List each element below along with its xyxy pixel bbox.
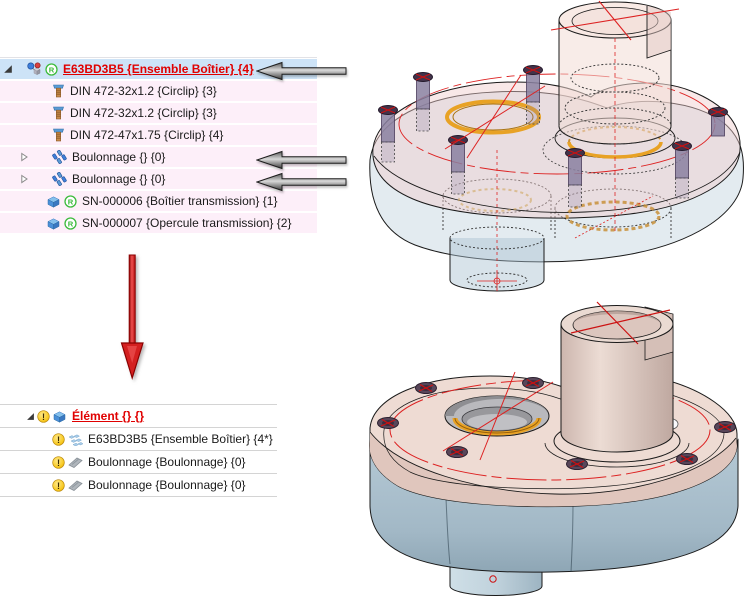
- centerpoint-mark: [489, 575, 497, 583]
- warning-icon: [52, 433, 65, 446]
- mechanism-icon: [26, 62, 43, 76]
- callout-arrow-boulonnage-1: [256, 150, 348, 170]
- warning-icon: [52, 479, 65, 492]
- tree-row-e63bd3b5[interactable]: E63BD3B5 {Ensemble Boîtier} {4*}: [0, 427, 277, 450]
- tree-row-circlip-2[interactable]: DIN 472-32x1.2 {Circlip} {3}: [0, 103, 317, 123]
- part-box-icon: [46, 217, 61, 230]
- part-box-icon: [46, 195, 61, 208]
- pattern-icon: [68, 433, 83, 446]
- bolting-gray-icon: [68, 479, 83, 492]
- main-cylinder: [544, 301, 690, 468]
- tree-row-label[interactable]: Boulonnage {Boulonnage} {0}: [88, 455, 246, 469]
- wireframe-model-view[interactable]: [345, 0, 745, 300]
- released-icon: [64, 217, 77, 230]
- centerlines: [444, 0, 680, 292]
- tree-row-label[interactable]: SN-000007 {Opercule transmission} {2}: [82, 216, 292, 230]
- tree-row-boulonnage-result-2[interactable]: Boulonnage {Boulonnage} {0}: [0, 473, 277, 497]
- tree-row-label[interactable]: DIN 472-47x1.75 {Circlip} {4}: [70, 128, 224, 142]
- tree-row-label[interactable]: Boulonnage {Boulonnage} {0}: [88, 478, 246, 492]
- warning-icon: [52, 456, 65, 469]
- tree-row-label[interactable]: DIN 472-32x1.2 {Circlip} {3}: [70, 84, 217, 98]
- tree-row-circlip-1[interactable]: DIN 472-32x1.2 {Circlip} {3}: [0, 81, 317, 101]
- result-tree: Élément {} {} E63BD3B5 {Ensemble Boîtier…: [0, 404, 277, 497]
- released-icon: [45, 63, 58, 76]
- expand-caret-icon[interactable]: [3, 64, 13, 74]
- tree-row-sn000007[interactable]: SN-000007 {Opercule transmission} {2}: [0, 213, 317, 233]
- warning-icon: [37, 410, 50, 423]
- tree-row-label[interactable]: Élément {} {}: [72, 409, 145, 423]
- tree-row-label[interactable]: E63BD3B5 {Ensemble Boîtier} {4*}: [88, 432, 273, 446]
- tree-row-element[interactable]: Élément {} {}: [0, 404, 277, 427]
- cover-bore-with-circlip: [442, 371, 554, 461]
- red-down-arrow: [120, 254, 144, 381]
- screw-heads: [377, 377, 736, 470]
- tree-row-ensemble-boitier[interactable]: E63BD3B5 {Ensemble Boîtier} {4}: [0, 59, 317, 79]
- tree-row-label[interactable]: Boulonnage {} {0}: [72, 172, 166, 186]
- circlip-screw-icon: [52, 128, 65, 142]
- bore-centerlines: [442, 371, 554, 461]
- collapse-caret-icon[interactable]: [19, 174, 29, 184]
- part-box-icon: [52, 410, 67, 423]
- tree-row-label[interactable]: SN-000006 {Boîtier transmission} {1}: [82, 194, 278, 208]
- circlip-screw-icon: [52, 106, 65, 120]
- solid-model-view[interactable]: [340, 300, 745, 602]
- tree-row-label[interactable]: DIN 472-32x1.2 {Circlip} {3}: [70, 106, 217, 120]
- bolt-studs: [378, 65, 728, 208]
- bolting-gray-icon: [68, 456, 83, 469]
- tree-row-boulonnage-result-1[interactable]: Boulonnage {Boulonnage} {0}: [0, 450, 277, 473]
- circlip-screw-icon: [52, 84, 65, 98]
- assembly-tree: E63BD3B5 {Ensemble Boîtier} {4} DIN 472-…: [0, 59, 317, 235]
- tree-row-label[interactable]: E63BD3B5 {Ensemble Boîtier} {4}: [63, 62, 254, 76]
- expand-caret-icon[interactable]: [26, 412, 35, 421]
- bolting-icon: [52, 172, 67, 186]
- tree-row-label[interactable]: Boulonnage {} {0}: [72, 150, 166, 164]
- collapse-caret-icon[interactable]: [19, 152, 29, 162]
- cylinder-centerlines: [570, 301, 671, 345]
- released-icon: [64, 195, 77, 208]
- bolting-icon: [52, 150, 67, 164]
- tree-row-boulonnage-1[interactable]: Boulonnage {} {0}: [0, 147, 317, 167]
- tree-row-sn000006[interactable]: SN-000006 {Boîtier transmission} {1}: [0, 191, 317, 211]
- tree-row-circlip-3[interactable]: DIN 472-47x1.75 {Circlip} {4}: [0, 125, 317, 145]
- cover-plate: [369, 374, 738, 508]
- callout-arrow-boulonnage-2: [256, 172, 348, 192]
- tree-top-divider: [0, 57, 317, 58]
- callout-arrow-ensemble: [256, 61, 348, 81]
- tree-row-boulonnage-2[interactable]: Boulonnage {} {0}: [0, 169, 317, 189]
